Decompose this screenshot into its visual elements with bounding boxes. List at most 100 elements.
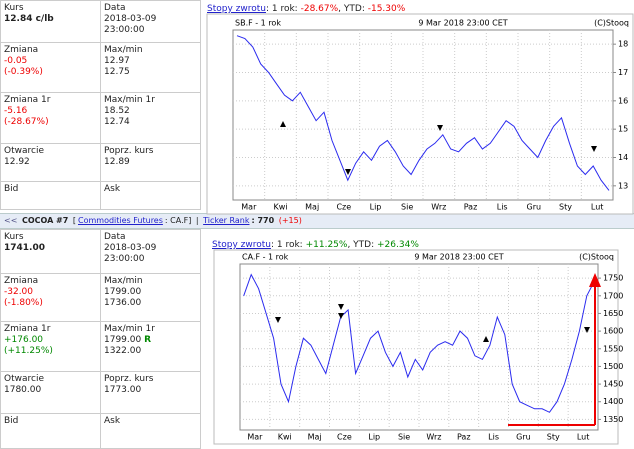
value: 12.97 bbox=[104, 56, 130, 67]
x-tick-label: Lip bbox=[370, 203, 382, 212]
x-tick-label: Wrz bbox=[426, 433, 441, 442]
y-tick-label: 15 bbox=[618, 125, 628, 134]
value: 23:00:00 bbox=[104, 254, 145, 264]
y-tick-label: 1650 bbox=[603, 309, 623, 318]
label: Zmiana bbox=[4, 45, 39, 56]
y-tick-label: 17 bbox=[618, 68, 628, 77]
price-line bbox=[243, 273, 595, 413]
x-tick-label: Sty bbox=[547, 433, 560, 442]
x-tick-label: Maj bbox=[305, 203, 319, 212]
value: -0.05 bbox=[4, 56, 28, 67]
value: 1322.00 bbox=[104, 346, 142, 356]
value: 1799.00 bbox=[104, 287, 142, 297]
label: Zmiana 1r bbox=[4, 324, 51, 334]
y-tick-label: 1500 bbox=[603, 362, 623, 371]
return-ytd: +26.34% bbox=[377, 240, 419, 250]
chart-title: CA.F - 1 rok bbox=[242, 253, 289, 262]
x-tick-label: Sie bbox=[398, 433, 410, 442]
x-tick-label: Lis bbox=[497, 203, 508, 212]
x-tick-label: Gru bbox=[527, 203, 542, 212]
returns: Stopy zwrotu: 1 rok: +11.25%, YTD: +26.3… bbox=[212, 240, 419, 250]
value: 2018-03-09 bbox=[104, 243, 157, 253]
quote-table: Kurs 1741.00 Data 2018-03-09 23:00:00 Zmian… bbox=[0, 229, 201, 449]
label: Data bbox=[104, 3, 126, 13]
value: 23:00:00 bbox=[104, 25, 145, 35]
label: Bid bbox=[4, 416, 19, 426]
value: 12.89 bbox=[104, 156, 130, 167]
return-ytd: -15.30% bbox=[367, 4, 406, 14]
x-tick-label: Lip bbox=[368, 433, 380, 442]
label: Max/min bbox=[104, 276, 143, 286]
rank: : 770 bbox=[251, 216, 275, 225]
signal-up bbox=[280, 121, 286, 127]
signal-down bbox=[584, 327, 590, 333]
x-tick-label: Mar bbox=[241, 203, 257, 212]
value: 12.75 bbox=[104, 67, 130, 78]
y-tick-label: 1750 bbox=[603, 274, 623, 283]
x-tick-label: Cze bbox=[337, 433, 352, 442]
label: Ask bbox=[104, 416, 121, 426]
signal-down bbox=[338, 313, 344, 319]
x-tick-label: Lut bbox=[577, 433, 590, 442]
y-tick-label: 1450 bbox=[603, 380, 623, 389]
value: 2018-03-09 bbox=[104, 14, 157, 24]
value: 1736.00 bbox=[104, 298, 142, 308]
x-tick-label: Wrz bbox=[431, 203, 446, 212]
x-tick-label: Maj bbox=[308, 433, 322, 442]
text: : CA.F] bbox=[164, 216, 192, 225]
chart-source: (C)Stooq bbox=[579, 253, 614, 262]
value: (-28.67%) bbox=[4, 117, 49, 128]
signal-up bbox=[483, 336, 489, 342]
value: 12.84 c/lb bbox=[4, 14, 54, 24]
signal-down bbox=[275, 317, 281, 323]
value: 12.92 bbox=[4, 156, 30, 167]
chart-source: (C)Stooq bbox=[594, 19, 629, 28]
label: Poprz. kurs bbox=[104, 374, 154, 384]
annotation-arrow bbox=[589, 273, 601, 287]
return-1y: -28.67% bbox=[300, 4, 339, 14]
chart-date: 9 Mar 2018 23:00 CET bbox=[414, 253, 503, 262]
label: Ask bbox=[104, 183, 121, 194]
value: (-1.80%) bbox=[4, 298, 43, 308]
x-tick-label: Paz bbox=[464, 203, 478, 212]
value: 18.52 bbox=[104, 106, 130, 117]
value: -32.00 bbox=[4, 287, 34, 297]
text: [ bbox=[72, 216, 76, 225]
rank-change: (+15) bbox=[278, 216, 302, 225]
value: -5.16 bbox=[4, 106, 28, 117]
separator: | bbox=[195, 216, 199, 225]
rank-link[interactable]: Ticker Rank bbox=[203, 216, 250, 225]
label: Kurs bbox=[4, 232, 24, 242]
returns-link[interactable]: Stopy zwrotu bbox=[212, 240, 271, 250]
label: Max/min bbox=[104, 45, 143, 56]
y-tick-label: 1600 bbox=[603, 327, 623, 336]
y-tick-label: 18 bbox=[618, 40, 628, 49]
label: Otwarcie bbox=[4, 145, 44, 156]
label: Data bbox=[104, 232, 126, 242]
quote-table: Kurs 12.84 c/lb Data 2018-03-09 23:00:00 Zm… bbox=[0, 0, 201, 211]
x-tick-label: Mar bbox=[247, 433, 263, 442]
value: 1773.00 bbox=[104, 385, 142, 395]
y-tick-label: 13 bbox=[618, 181, 628, 190]
group-link[interactable]: Commodities Futures bbox=[78, 216, 163, 225]
x-tick-label: Paz bbox=[457, 433, 471, 442]
y-tick-label: 1350 bbox=[603, 415, 623, 424]
y-tick-label: 16 bbox=[618, 96, 628, 105]
value: 12.74 bbox=[104, 117, 130, 128]
returns-link[interactable]: Stopy zwrotu bbox=[207, 4, 266, 14]
collapse[interactable]: << bbox=[4, 216, 18, 225]
record-flag: R bbox=[144, 335, 152, 345]
label: Bid bbox=[4, 183, 19, 194]
y-tick-label: 1550 bbox=[603, 344, 623, 353]
label: Poprz. kurs bbox=[104, 145, 154, 156]
label: Zmiana 1r bbox=[4, 95, 51, 106]
value: (-0.39%) bbox=[4, 67, 43, 78]
y-tick-label: 14 bbox=[618, 153, 628, 162]
label: Otwarcie bbox=[4, 374, 44, 384]
chart-date: 9 Mar 2018 23:00 CET bbox=[418, 19, 507, 28]
x-tick-label: Kwi bbox=[278, 433, 292, 442]
label: Max/min 1r bbox=[104, 324, 155, 334]
value: 1741.00 bbox=[4, 243, 45, 253]
label: Kurs bbox=[4, 3, 24, 13]
